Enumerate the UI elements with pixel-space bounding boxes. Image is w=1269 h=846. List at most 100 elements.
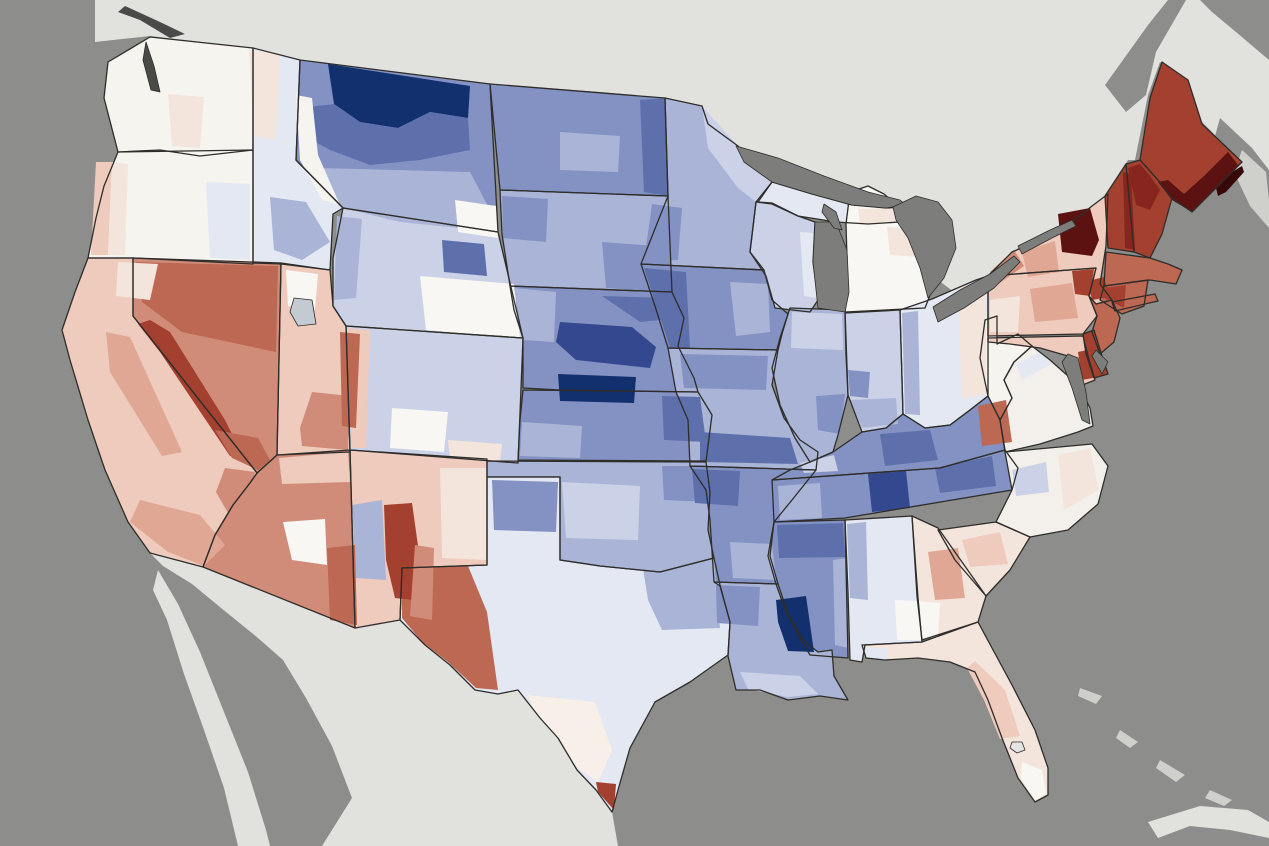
division-wyoming-south-central [442, 240, 487, 276]
bahamas-island-3 [1156, 760, 1185, 782]
layer-state-borders [61, 36, 1243, 813]
state-wisconsin [750, 202, 818, 312]
state-texas [400, 477, 730, 812]
division-missouri-south [700, 432, 798, 464]
division-tennessee-west [778, 483, 822, 520]
division-south-dakota-west [502, 196, 548, 242]
bahamas-island-4 [1205, 790, 1232, 806]
division-illinois-southeast [816, 394, 845, 434]
division-georgia-southwest [916, 601, 940, 638]
division-kentucky-west [800, 455, 838, 473]
division-indiana-southwest [848, 370, 870, 398]
division-virginia-central-red [978, 400, 1012, 446]
layer-states [62, 37, 1242, 812]
division-north-carolina-west [1012, 462, 1049, 496]
state-kansas-border [517, 389, 713, 462]
division-new-hampshire-north [1128, 164, 1160, 210]
division-wyoming-southeast [420, 276, 520, 338]
division-oklahoma-central [562, 482, 640, 540]
state-arkansas-border [689, 465, 817, 585]
division-california-central-valley [106, 332, 182, 456]
division-idaho-central [270, 197, 330, 260]
state-california-border [61, 257, 258, 568]
st-lawrence-river [1105, 0, 1186, 112]
division-arkansas-northwest [692, 469, 740, 506]
baja-california [153, 570, 270, 846]
division-minnesota-west [644, 204, 682, 262]
division-texas-south-tip [596, 782, 616, 810]
state-massachusetts [1104, 252, 1182, 286]
division-indiana-south [850, 398, 898, 428]
division-nevada-south [215, 430, 270, 470]
division-montana-west [296, 95, 340, 205]
gulf-of-st-lawrence [1200, 0, 1269, 60]
division-kansas-east [662, 396, 706, 442]
division-new-mexico-blue-patch [352, 500, 386, 580]
state-arizona [203, 450, 355, 628]
division-florida-panhandle-west [863, 647, 888, 660]
division-kansas-southwest [520, 422, 582, 458]
division-nebraska-panhandle [514, 288, 556, 342]
division-colorado-south [448, 440, 502, 461]
state-maryland [988, 336, 1095, 386]
division-washington-central [168, 94, 204, 148]
division-california-south [130, 500, 225, 566]
division-california-southeast [216, 468, 255, 520]
mexico-landmass [150, 553, 618, 846]
lake-okeechobee [1009, 741, 1026, 754]
layer-foreign-land [95, 0, 1269, 846]
division-pennsylvania-west [990, 296, 1020, 332]
state-connecticut-rhode-island-border [1099, 279, 1149, 315]
division-montana-central [300, 104, 470, 165]
division-new-mexico-dark-red [384, 503, 420, 600]
state-louisiana-border [713, 581, 849, 701]
layer-water-features [142, 41, 1109, 754]
division-nebraska-southeast-navy [556, 322, 656, 368]
division-kansas-north-navy [558, 374, 636, 403]
division-utah-southeast [300, 392, 350, 450]
division-texas-panhandle [492, 480, 558, 532]
division-wyoming-west [334, 216, 362, 300]
layer-climate-divisions [91, 50, 1244, 810]
state-florida [862, 622, 1048, 802]
puget-sound [142, 41, 161, 93]
division-new-york-adirondacks [1058, 208, 1099, 256]
cuba [1148, 806, 1269, 838]
division-maine-coast-dark [1216, 166, 1244, 196]
division-arizona-east [327, 545, 357, 625]
great-salt-lake [289, 297, 317, 327]
division-new-mexico-central [410, 545, 434, 620]
division-virginia-north [1016, 352, 1052, 380]
division-north-carolina-coast [1058, 448, 1099, 510]
state-colorado [346, 326, 523, 463]
state-florida-border [861, 621, 1049, 803]
division-oregon-coast [91, 162, 112, 255]
state-washington-border [103, 36, 254, 157]
division-kentucky-central [880, 430, 938, 466]
division-connecticut [1104, 285, 1126, 308]
division-california-north-coast [116, 262, 158, 300]
division-alabama-southeast [895, 600, 922, 640]
division-colorado-central [390, 408, 448, 452]
state-south-carolina-border [937, 521, 1031, 597]
division-maine-coast [1158, 152, 1238, 212]
division-iowa-west [644, 268, 690, 348]
bahamas-island-1 [1078, 688, 1102, 704]
state-mississippi-border [767, 519, 849, 659]
division-arizona-white-patch [283, 519, 327, 565]
division-texas-east [642, 558, 720, 630]
division-montana-south [320, 168, 498, 232]
division-oregon-inner [108, 162, 128, 255]
division-minnesota-northeast [702, 106, 772, 202]
division-montana-southeast [455, 200, 498, 238]
division-nevada-north [136, 262, 278, 352]
division-south-carolina-central [962, 532, 1008, 567]
division-new-mexico-east [440, 468, 487, 560]
division-pennsylvania-northeast [1072, 269, 1094, 296]
division-montana-north-navy [328, 64, 470, 128]
state-maine-border [1139, 61, 1243, 213]
division-missouri-north [680, 354, 768, 390]
division-pennsylvania-central-east [1030, 283, 1078, 322]
state-colorado-border [345, 325, 524, 464]
